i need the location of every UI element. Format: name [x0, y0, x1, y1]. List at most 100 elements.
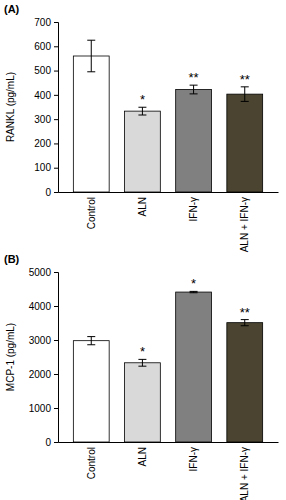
bar — [227, 94, 263, 192]
significance-mark: * — [191, 276, 196, 291]
significance-mark: ** — [240, 305, 250, 320]
y-axis-line — [54, 273, 59, 443]
error-bar — [241, 320, 249, 326]
y-tick: 4000 — [29, 301, 58, 312]
significance-mark: ** — [189, 70, 199, 85]
error-bar-cap — [87, 40, 95, 41]
x-tick-label: IFN-γ — [188, 447, 199, 471]
error-bar — [190, 291, 198, 292]
x-tick-label: ALN — [137, 197, 148, 216]
error-bar-cap — [241, 101, 249, 102]
y-tick-label: 4000 — [29, 301, 52, 312]
y-tick-mark — [54, 340, 58, 341]
y-tick-mark — [54, 306, 58, 307]
plot-area — [73, 40, 262, 192]
y-tick: 5000 — [29, 267, 58, 278]
x-tick: IFN-γ — [188, 442, 199, 471]
error-bar-cap — [87, 336, 95, 337]
error-bar-stem — [142, 107, 143, 115]
bar — [125, 111, 161, 192]
y-tick: 1000 — [29, 403, 58, 414]
y-tick-label: 700 — [34, 17, 51, 28]
x-axis-line — [59, 192, 279, 193]
y-tick: 0 — [45, 437, 58, 448]
y-tick-mark — [54, 408, 58, 409]
y-tick-label: 3000 — [29, 335, 52, 346]
error-bar-cap — [241, 325, 249, 326]
x-tick: ALN + IFN-γ — [239, 192, 250, 252]
error-bar-stem — [193, 85, 194, 94]
error-bar — [87, 337, 95, 345]
error-bar-cap — [190, 292, 198, 293]
significance-mark: * — [140, 344, 145, 359]
x-tick: ALN — [137, 192, 148, 216]
bar — [125, 363, 161, 442]
panel: MCP-1 (pg/mL)****010002000300040005000Co… — [5, 267, 279, 500]
x-tick-label: ALN + IFN-γ — [239, 197, 250, 252]
x-tick: Control — [86, 442, 97, 479]
bar — [176, 90, 212, 192]
panel-label: (A) — [4, 3, 20, 15]
x-tick: Control — [86, 192, 97, 229]
y-axis: 0 1000 2000 3000 4000 5000 — [29, 267, 59, 448]
y-tick-mark — [54, 192, 58, 193]
x-tick: IFN-γ — [188, 192, 199, 221]
y-tick-label: 500 — [34, 65, 51, 76]
error-bar-cap — [87, 71, 95, 72]
y-tick-mark — [54, 374, 58, 375]
y-tick: 0 — [45, 187, 58, 198]
y-tick-mark — [54, 442, 58, 443]
bar — [227, 323, 263, 442]
y-tick-mark — [54, 71, 58, 72]
y-tick: 2000 — [29, 369, 58, 380]
error-bar-stem — [142, 359, 143, 366]
significance-mark: * — [140, 92, 145, 107]
panel: RANKL (pg/mL)*****0100200300400500600700… — [5, 17, 279, 253]
y-tick-label: 200 — [34, 138, 51, 149]
y-tick: 200 — [34, 138, 58, 149]
y-tick: 300 — [34, 114, 58, 125]
error-bar-cap — [87, 344, 95, 345]
error-bar — [190, 85, 198, 94]
error-bar — [87, 40, 95, 72]
bar — [73, 341, 109, 442]
x-tick-label: Control — [86, 447, 97, 479]
y-tick: 500 — [34, 65, 58, 76]
plot-area — [73, 291, 262, 442]
y-tick-label: 400 — [34, 90, 51, 101]
y-tick-mark — [54, 46, 58, 47]
error-bar — [138, 359, 146, 366]
y-tick-label: 1000 — [29, 403, 52, 414]
error-bar-stem — [244, 320, 245, 326]
y-tick: 100 — [34, 162, 58, 173]
y-axis-title: MCP-1 (pg/mL) — [5, 323, 16, 391]
error-bar-stem — [244, 87, 245, 102]
y-axis: 0 100 200 300 400 500 600 700 — [34, 17, 58, 198]
y-tick-label: 600 — [34, 41, 51, 52]
x-tick: ALN — [137, 442, 148, 466]
x-axis-line — [59, 442, 279, 443]
x-axis: ControlALNIFN-γALN + IFN-γ — [59, 442, 279, 500]
x-tick-label: IFN-γ — [188, 197, 199, 221]
bar — [176, 292, 212, 442]
y-tick-mark — [54, 119, 58, 120]
y-axis-line — [54, 23, 59, 193]
error-bar-stem — [91, 40, 92, 72]
bar — [73, 56, 109, 192]
x-tick-label: Control — [86, 197, 97, 229]
error-bar — [241, 87, 249, 102]
error-bar-stem — [91, 337, 92, 345]
significance-mark: ** — [240, 72, 250, 87]
y-tick: 700 — [34, 17, 58, 28]
error-bar-cap — [190, 93, 198, 94]
x-tick-label: ALN — [137, 447, 148, 466]
y-tick: 400 — [34, 90, 58, 101]
y-tick: 600 — [34, 41, 58, 52]
y-tick-mark — [54, 272, 58, 273]
x-axis: Control ALN IFN-γ ALN + IFN-γ — [59, 192, 279, 252]
y-tick-mark — [54, 22, 58, 23]
y-tick-label: 2000 — [29, 369, 52, 380]
y-axis-title: RANKL (pg/mL) — [5, 72, 16, 142]
y-tick-label: 300 — [34, 114, 51, 125]
y-tick-label: 5000 — [29, 267, 52, 278]
